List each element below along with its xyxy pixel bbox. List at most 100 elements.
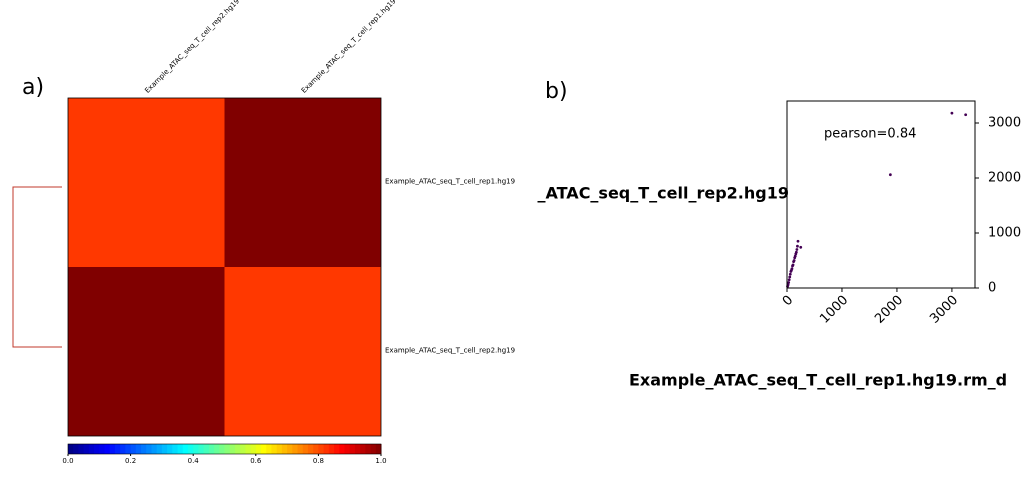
colorbar-tick-label: 0.2 bbox=[125, 457, 136, 465]
colorbar-segment bbox=[281, 444, 288, 454]
plot-frame bbox=[67, 97, 382, 437]
heatmap-cell bbox=[68, 267, 225, 436]
y-axis-label: Example_ATAC_seq_T_cell_rep2.hg19 bbox=[461, 184, 789, 203]
scatter-point bbox=[791, 263, 795, 267]
colorbar-tick-label: 0.6 bbox=[250, 457, 262, 465]
colorbar-segment bbox=[120, 444, 126, 454]
plot-frame bbox=[786, 100, 976, 289]
scatter-point bbox=[788, 275, 792, 279]
scatter-point bbox=[964, 113, 968, 117]
heatmap-cell bbox=[224, 267, 381, 436]
colorbar-segment bbox=[245, 444, 252, 454]
y-tick-label: 0 bbox=[988, 281, 996, 296]
colorbar-segment bbox=[177, 444, 184, 454]
colorbar-segment bbox=[104, 444, 111, 454]
colorbar-segment bbox=[68, 444, 74, 454]
scatter-point bbox=[888, 173, 892, 177]
x-tick-label: 2000 bbox=[872, 293, 906, 327]
colorbar-segment bbox=[271, 444, 278, 454]
colorbar-segment bbox=[99, 444, 106, 454]
colorbar-segment bbox=[255, 444, 262, 454]
colorbar-segment bbox=[313, 444, 319, 454]
x-tick-label: 3000 bbox=[927, 293, 961, 327]
colorbar-segment bbox=[167, 444, 173, 454]
panel-label: a) bbox=[22, 75, 44, 100]
colorbar-segment bbox=[334, 444, 340, 454]
colorbar-segment bbox=[141, 444, 147, 454]
colorbar-segment bbox=[261, 444, 267, 454]
scatter-point bbox=[950, 111, 954, 115]
heatmap-cell bbox=[68, 98, 225, 267]
y-tick-label: 1000 bbox=[988, 226, 1021, 241]
scatter-point bbox=[794, 250, 798, 254]
x-tick-label: 1000 bbox=[817, 293, 851, 327]
colorbar-segment bbox=[360, 444, 366, 454]
column-label: Example_ATAC_seq_T_cell_rep1.hg19 bbox=[300, 0, 398, 95]
colorbar-segment bbox=[73, 444, 79, 454]
colorbar-segment bbox=[344, 444, 351, 454]
y-tick-label: 3000 bbox=[988, 116, 1021, 131]
clip-group: Example_ATAC_seq_T_cell_rep2.hg19 Example… bbox=[461, 184, 1007, 390]
scatter-point bbox=[799, 245, 803, 249]
colorbar-segment bbox=[125, 444, 132, 454]
scatter-point bbox=[793, 254, 797, 258]
colorbar-segment bbox=[130, 444, 137, 454]
colorbar-segment bbox=[302, 444, 309, 454]
colorbar-segment bbox=[292, 444, 299, 454]
colorbar-segment bbox=[307, 444, 314, 454]
colorbar-segment bbox=[83, 444, 90, 454]
colorbar-segment bbox=[328, 444, 335, 454]
colorbar-segment bbox=[208, 444, 215, 454]
colorbar-segment bbox=[78, 444, 85, 454]
row-label: Example_ATAC_seq_T_cell_rep2.hg19 bbox=[385, 347, 515, 355]
colorbar-segment bbox=[182, 444, 189, 454]
scatter-point bbox=[790, 267, 794, 271]
colorbar-tick-label: 0.0 bbox=[62, 457, 73, 465]
scatter-point bbox=[787, 278, 791, 282]
x-tick-label: 0 bbox=[780, 293, 796, 309]
colorbar-segment bbox=[88, 444, 95, 454]
x-axis-label: Example_ATAC_seq_T_cell_rep1.hg19.rm_d bbox=[629, 371, 1007, 390]
colorbar-segment bbox=[354, 444, 361, 454]
column-label: Example_ATAC_seq_T_cell_rep2.hg19 bbox=[143, 0, 241, 95]
colorbar-segment bbox=[318, 444, 325, 454]
colorbar-segment bbox=[94, 444, 100, 454]
colorbar-frame bbox=[67, 443, 382, 455]
colorbar-segment bbox=[370, 444, 377, 454]
scatter-point bbox=[789, 270, 793, 273]
scatter-point bbox=[795, 248, 799, 251]
scatter-point bbox=[796, 239, 800, 243]
colorbar-segment bbox=[156, 444, 163, 454]
colorbar-segment bbox=[234, 444, 241, 454]
scatter-point bbox=[792, 259, 796, 262]
heatmap-cell bbox=[224, 98, 381, 267]
colorbar-tick-label: 1.0 bbox=[375, 457, 386, 465]
colorbar-segment bbox=[349, 444, 356, 454]
colorbar-segment bbox=[135, 444, 142, 454]
dendrogram bbox=[12, 186, 62, 348]
colorbar-segment bbox=[193, 444, 199, 454]
colorbar-tick-label: 0.4 bbox=[188, 457, 200, 465]
colorbar-segment bbox=[339, 444, 345, 454]
y-tick-label: 2000 bbox=[988, 171, 1021, 186]
colorbar-segment bbox=[203, 444, 210, 454]
colorbar-segment bbox=[161, 444, 168, 454]
scatter-point bbox=[787, 281, 791, 284]
colorbar-segment bbox=[323, 444, 330, 454]
colorbar-segment bbox=[114, 444, 121, 454]
colorbar-segment bbox=[224, 444, 231, 454]
colorbar-segment bbox=[219, 444, 225, 454]
annotation: pearson=0.84 bbox=[824, 127, 916, 142]
colorbar-segment bbox=[151, 444, 158, 454]
colorbar-segment bbox=[214, 444, 220, 454]
colorbar-segment bbox=[266, 444, 272, 454]
colorbar-tick-label: 0.8 bbox=[313, 457, 324, 465]
panel-label: b) bbox=[545, 79, 568, 104]
colorbar-segment bbox=[250, 444, 257, 454]
colorbar-segment bbox=[375, 444, 382, 454]
colorbar-segment bbox=[172, 444, 179, 454]
row-label: Example_ATAC_seq_T_cell_rep1.hg19 bbox=[385, 178, 515, 186]
colorbar-segment bbox=[365, 444, 372, 454]
colorbar-segment bbox=[276, 444, 283, 454]
